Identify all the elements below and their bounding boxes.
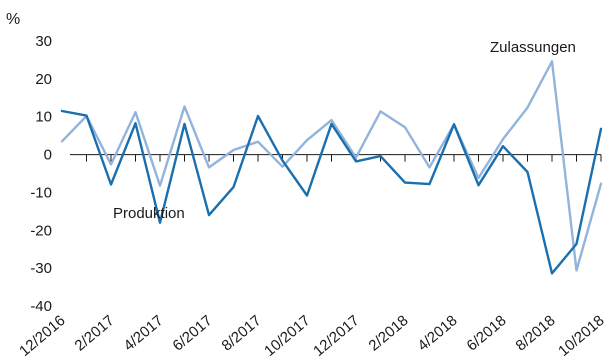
x-tick-label: 12/2016 <box>16 312 68 360</box>
x-tick-label: 10/2017 <box>261 312 313 360</box>
series-line-zulassungen <box>60 60 603 272</box>
x-axis: 12/2016 2/2017 4/2017 6/2017 8/201710/201712… <box>16 154 608 360</box>
series-labels: Produktion Zulassungen <box>113 39 576 222</box>
y-axis: 30 20 10 0 -10 -20 -30 -40 <box>30 33 52 315</box>
series-line-produktion <box>60 109 603 275</box>
y-tick-label: -30 <box>30 260 52 277</box>
y-tick-label: 0 <box>44 147 52 164</box>
x-tick-label: 10/2018 <box>555 312 607 360</box>
x-tick-label: 4/2018 <box>414 312 460 355</box>
y-tick-label: -20 <box>30 222 52 239</box>
x-tick-label: 6/2017 <box>169 312 215 355</box>
y-tick-label: -40 <box>30 298 52 315</box>
x-tick-label: 8/2017 <box>218 312 264 355</box>
x-tick-label: 2/2017 <box>71 312 117 355</box>
x-tick-label: 2/2018 <box>365 312 411 355</box>
series-label-produktion: Produktion <box>113 205 185 222</box>
y-tick-label: -10 <box>30 184 52 201</box>
x-tick-label: 4/2017 <box>120 312 166 355</box>
series-lines <box>60 60 603 275</box>
x-tick-label: 6/2018 <box>463 312 509 355</box>
y-tick-label: 10 <box>35 109 52 126</box>
series-label-zulassungen: Zulassungen <box>490 39 576 56</box>
x-tick-label: 8/2018 <box>512 312 558 355</box>
y-axis-unit-label: % <box>6 11 20 28</box>
x-tick-label: 12/2017 <box>310 312 362 360</box>
y-tick-label: 20 <box>35 71 52 88</box>
y-tick-label: 30 <box>35 33 52 50</box>
